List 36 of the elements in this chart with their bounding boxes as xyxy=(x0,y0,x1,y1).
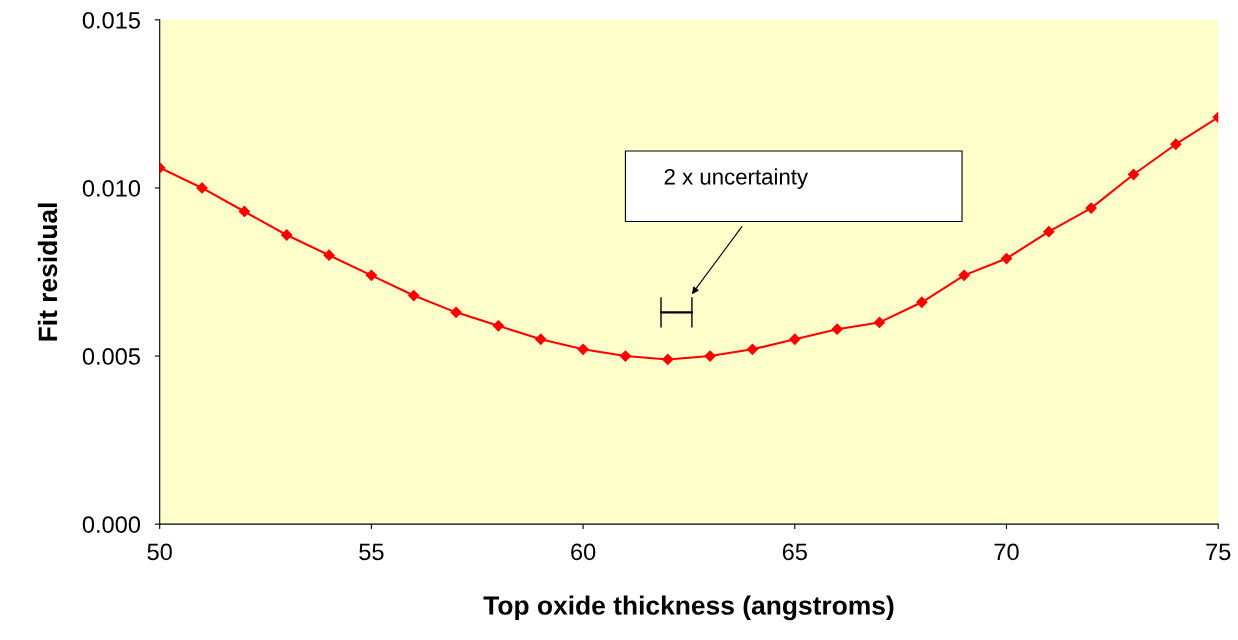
point xyxy=(619,350,632,362)
x-tick-label: 65 xyxy=(782,543,807,561)
point xyxy=(789,333,801,345)
point xyxy=(1170,138,1182,150)
x-tick-label: 50 xyxy=(147,543,172,561)
point xyxy=(662,353,674,366)
point xyxy=(873,316,886,329)
point xyxy=(958,269,970,281)
point xyxy=(831,323,843,335)
point xyxy=(365,269,378,281)
point xyxy=(577,343,589,355)
point xyxy=(704,350,716,362)
y-tick-label: 0.005 xyxy=(82,348,140,365)
point xyxy=(238,205,250,218)
point xyxy=(281,229,293,241)
y-tick-label: 0.000 xyxy=(82,516,141,533)
point xyxy=(535,333,547,345)
point xyxy=(1085,202,1097,214)
point xyxy=(408,289,420,302)
point xyxy=(746,343,759,355)
y-tick-label: 0.015 xyxy=(82,11,140,29)
x-tick-label: 60 xyxy=(571,543,596,561)
point xyxy=(450,306,462,318)
y-axis-title: Fit residual xyxy=(37,203,58,341)
x-tick-label: 55 xyxy=(359,543,384,561)
x-tick-label: 70 xyxy=(994,543,1019,561)
x-axis-title: Top oxide thickness (angstroms) xyxy=(483,595,894,621)
y-tick-label: 0.010 xyxy=(82,180,141,197)
point xyxy=(1127,168,1140,181)
point xyxy=(916,296,928,308)
point xyxy=(323,249,335,261)
point xyxy=(1043,226,1055,238)
point xyxy=(1000,252,1013,265)
point xyxy=(492,320,505,332)
annotation: 2 x uncertainty xyxy=(664,168,809,190)
x-tick-label: 75 xyxy=(1206,543,1231,561)
